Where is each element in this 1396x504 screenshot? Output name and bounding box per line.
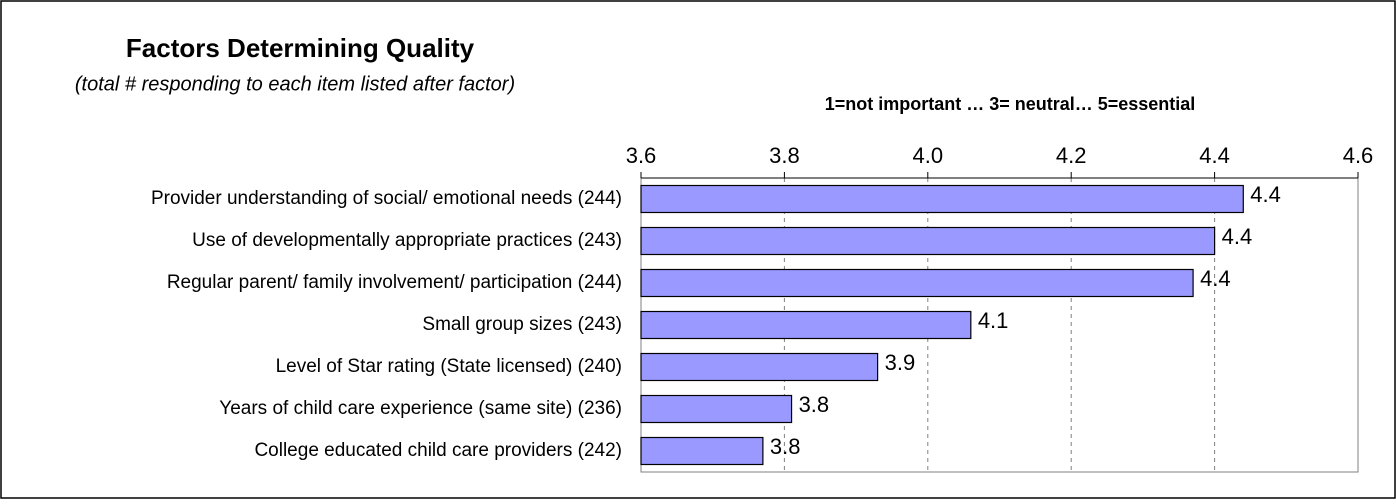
- y-tick-label: Small group sizes (243): [422, 314, 622, 335]
- x-tick-label: 4.4: [1199, 143, 1230, 168]
- y-tick-label: Regular parent/ family involvement/ part…: [167, 272, 622, 293]
- y-tick-label: Provider understanding of social/ emotio…: [151, 188, 622, 209]
- y-tick-label: Level of Star rating (State licensed) (2…: [276, 356, 622, 377]
- data-label: 4.4: [1250, 182, 1281, 207]
- x-tick-label: 3.8: [769, 143, 800, 168]
- bar: [640, 436, 764, 466]
- x-tick-label: 3.6: [626, 143, 657, 168]
- data-label: 3.8: [799, 392, 830, 417]
- axis-label: 1=not important … 3= neutral… 5=essentia…: [825, 94, 1196, 114]
- bar: [640, 352, 879, 382]
- data-label: 3.8: [770, 434, 801, 459]
- data-label: 4.1: [978, 308, 1009, 333]
- bar: [640, 184, 1244, 214]
- y-tick-label: College educated child care providers (2…: [254, 440, 622, 461]
- bar: [640, 226, 1216, 256]
- x-tick-label: 4.6: [1343, 143, 1374, 168]
- bar: [640, 394, 793, 424]
- chart-title: Factors Determining Quality: [126, 33, 475, 63]
- x-tick-label: 4.2: [1056, 143, 1087, 168]
- chart-subtitle: (total # responding to each item listed …: [75, 73, 515, 95]
- data-label: 3.9: [885, 350, 916, 375]
- data-label: 4.4: [1222, 224, 1253, 249]
- y-tick-label: Use of developmentally appropriate pract…: [192, 230, 622, 251]
- bar: [640, 310, 972, 340]
- bar: [640, 268, 1194, 298]
- data-label: 4.4: [1200, 266, 1231, 291]
- x-tick-label: 4.0: [913, 143, 944, 168]
- y-tick-label: Years of child care experience (same sit…: [219, 398, 622, 419]
